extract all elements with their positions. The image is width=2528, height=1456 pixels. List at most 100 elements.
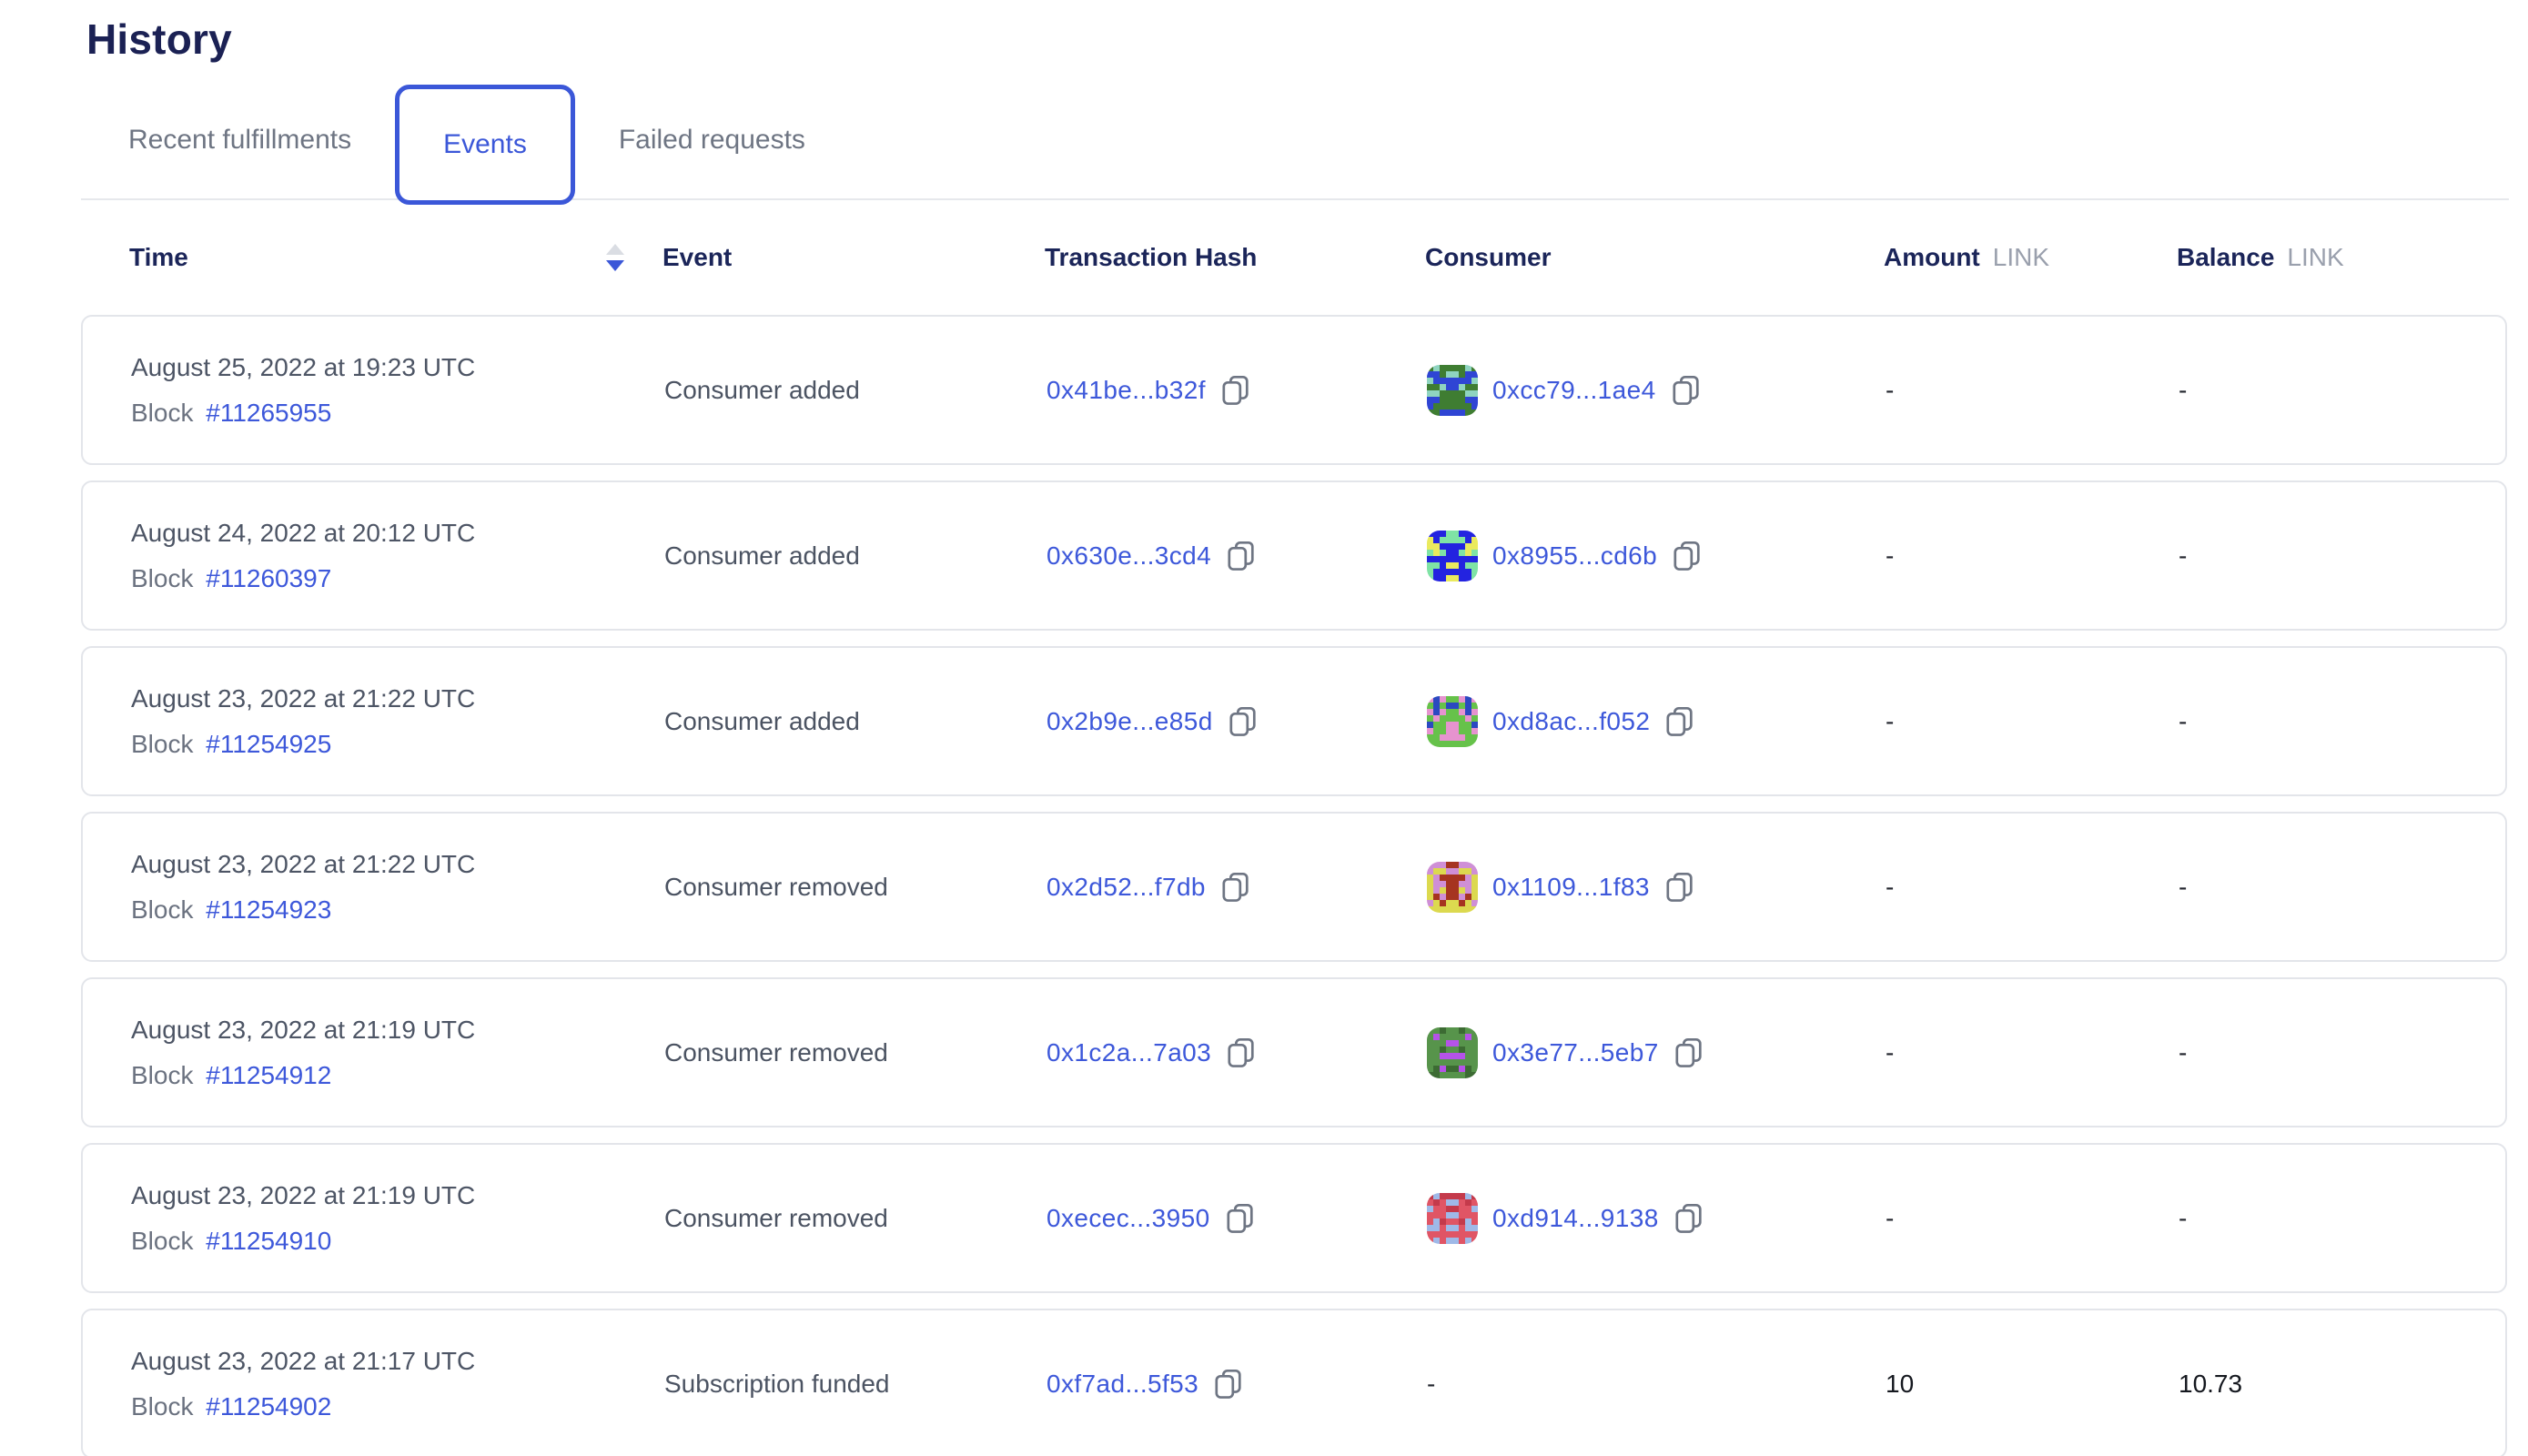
block-label: Block [131, 398, 194, 427]
tx-hash-cell: 0x2b9e...e85d [1047, 706, 1427, 737]
balance-value: - [2179, 375, 2188, 404]
copy-icon[interactable] [1222, 375, 1249, 406]
time-cell: August 23, 2022 at 21:22 UTC Block #1125… [131, 684, 664, 759]
block-label: Block [131, 1226, 194, 1255]
block-line: Block #11260397 [131, 564, 664, 593]
column-header-balance: Balance LINK [2177, 243, 2507, 272]
amount-value: - [1886, 1037, 1895, 1067]
tx-hash-link[interactable]: 0x2d52...f7db [1047, 872, 1206, 901]
block-number-link[interactable]: #11254912 [206, 1060, 332, 1089]
event-type: Consumer removed [664, 872, 888, 901]
amount-value: 10 [1886, 1369, 1915, 1398]
table-header: Time Event Transaction Hash Consumer Amo… [81, 200, 2507, 315]
event-type: Consumer added [664, 375, 860, 404]
copy-icon[interactable] [1672, 375, 1700, 406]
row-date: August 23, 2022 at 21:17 UTC [131, 1346, 476, 1375]
block-line: Block #11254902 [131, 1392, 664, 1421]
table-row: August 25, 2022 at 19:23 UTC Block #1126… [81, 315, 2507, 465]
block-label: Block [131, 729, 194, 758]
consumer-cell: 0xd8ac...f052 [1427, 695, 1886, 747]
tx-hash-cell: 0x630e...3cd4 [1047, 541, 1427, 571]
balance-value: - [2179, 541, 2188, 570]
event-type: Consumer added [664, 541, 860, 570]
table-row: August 23, 2022 at 21:19 UTC Block #1125… [81, 1143, 2507, 1293]
time-cell: August 25, 2022 at 19:23 UTC Block #1126… [131, 353, 664, 428]
event-type: Consumer removed [664, 1203, 888, 1232]
tx-hash-link[interactable]: 0x630e...3cd4 [1047, 541, 1212, 570]
amount-value: - [1886, 375, 1895, 404]
copy-icon[interactable] [1674, 541, 1701, 571]
time-cell: August 23, 2022 at 21:22 UTC Block #1125… [131, 850, 664, 925]
row-date: August 25, 2022 at 19:23 UTC [131, 352, 476, 381]
balance-value: - [2179, 1037, 2188, 1067]
amount-value: - [1886, 872, 1895, 901]
block-label: Block [131, 1391, 194, 1421]
block-number-link[interactable]: #11260397 [206, 563, 332, 592]
copy-icon[interactable] [1666, 706, 1694, 737]
tab-recent-fulfillments[interactable]: Recent fulfillments [128, 125, 352, 155]
copy-icon[interactable] [1229, 706, 1257, 737]
column-header-transaction-hash: Transaction Hash [1045, 243, 1425, 272]
table-row: August 24, 2022 at 20:12 UTC Block #1126… [81, 480, 2507, 631]
tx-hash-link[interactable]: 0xf7ad...5f53 [1047, 1369, 1199, 1398]
block-number-link[interactable]: #11254910 [206, 1226, 332, 1255]
consumer-avatar [1427, 364, 1478, 416]
copy-icon[interactable] [1228, 1037, 1255, 1068]
tx-hash-cell: 0xecec...3950 [1047, 1203, 1427, 1234]
tx-hash-cell: 0x1c2a...7a03 [1047, 1037, 1427, 1068]
block-number-link[interactable]: #11254902 [206, 1391, 332, 1421]
consumer-empty: - [1427, 1369, 1436, 1398]
tx-hash-link[interactable]: 0x1c2a...7a03 [1047, 1037, 1212, 1067]
consumer-cell: 0x8955...cd6b [1427, 530, 1886, 581]
copy-icon[interactable] [1228, 541, 1255, 571]
copy-icon[interactable] [1675, 1203, 1703, 1234]
consumer-address-link[interactable]: 0xd8ac...f052 [1492, 706, 1651, 735]
tx-hash-cell: 0x41be...b32f [1047, 375, 1427, 406]
time-cell: August 23, 2022 at 21:19 UTC Block #1125… [131, 1181, 664, 1256]
block-line: Block #11254925 [131, 730, 664, 759]
amount-value: - [1886, 541, 1895, 570]
copy-icon[interactable] [1226, 1203, 1254, 1234]
time-cell: August 24, 2022 at 20:12 UTC Block #1126… [131, 519, 664, 593]
balance-value: 10.73 [2179, 1369, 2243, 1398]
balance-value: - [2179, 706, 2188, 735]
block-line: Block #11254910 [131, 1227, 664, 1256]
consumer-cell: 0xd914...9138 [1427, 1192, 1886, 1244]
consumer-address-link[interactable]: 0x1109...1f83 [1492, 872, 1650, 901]
column-label-time: Time [129, 243, 188, 271]
block-number-link[interactable]: #11254925 [206, 729, 332, 758]
tab-failed-requests[interactable]: Failed requests [618, 125, 805, 155]
amount-value: - [1886, 706, 1895, 735]
time-cell: August 23, 2022 at 21:17 UTC Block #1125… [131, 1347, 664, 1421]
consumer-address-link[interactable]: 0xd914...9138 [1492, 1203, 1659, 1232]
table-row: August 23, 2022 at 21:17 UTC Block #1125… [81, 1309, 2507, 1456]
tab-bar: Recent fulfillments Events Failed reques… [81, 82, 2509, 205]
consumer-address-link[interactable]: 0x3e77...5eb7 [1492, 1037, 1659, 1067]
sort-descending-icon[interactable] [606, 244, 624, 271]
consumer-avatar [1427, 1026, 1478, 1078]
copy-icon[interactable] [1666, 872, 1694, 903]
table-row: August 23, 2022 at 21:19 UTC Block #1125… [81, 977, 2507, 1127]
block-label: Block [131, 895, 194, 924]
block-line: Block #11265955 [131, 399, 664, 428]
copy-icon[interactable] [1675, 1037, 1703, 1068]
row-date: August 23, 2022 at 21:19 UTC [131, 1180, 476, 1209]
consumer-address-link[interactable]: 0xcc79...1ae4 [1492, 375, 1656, 404]
block-number-link[interactable]: #11254923 [206, 895, 332, 924]
tx-hash-link[interactable]: 0xecec...3950 [1047, 1203, 1210, 1232]
event-type: Subscription funded [664, 1369, 890, 1398]
balance-unit-label: LINK [2287, 243, 2344, 271]
copy-icon[interactable] [1215, 1369, 1242, 1400]
block-number-link[interactable]: #11265955 [206, 398, 332, 427]
block-label: Block [131, 1060, 194, 1089]
tx-hash-cell: 0xf7ad...5f53 [1047, 1369, 1427, 1400]
tab-events[interactable]: Events [395, 85, 575, 205]
row-date: August 24, 2022 at 20:12 UTC [131, 518, 476, 547]
column-header-consumer: Consumer [1425, 243, 1884, 272]
tx-hash-link[interactable]: 0x2b9e...e85d [1047, 706, 1213, 735]
tx-hash-link[interactable]: 0x41be...b32f [1047, 375, 1206, 404]
consumer-address-link[interactable]: 0x8955...cd6b [1492, 541, 1658, 570]
copy-icon[interactable] [1222, 872, 1249, 903]
column-label-balance: Balance [2177, 243, 2275, 271]
